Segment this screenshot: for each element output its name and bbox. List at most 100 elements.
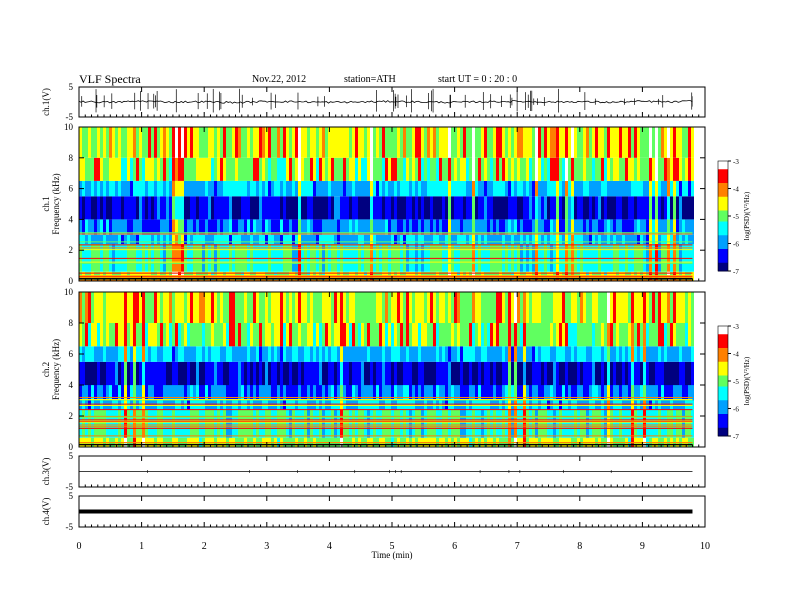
spectrogram-cell <box>499 127 502 158</box>
spectrogram-cell <box>466 157 469 181</box>
spectrogram-cell <box>325 323 328 347</box>
spectrogram-cell <box>454 157 457 181</box>
spectrogram-cell <box>640 346 643 362</box>
spectrogram-cell <box>628 346 631 362</box>
spectrogram-cell <box>478 292 481 323</box>
x-tick-label: 10 <box>700 541 710 552</box>
spectrogram-cell <box>340 323 343 347</box>
spectrogram-cell <box>175 361 178 386</box>
spectrogram-cell <box>226 244 229 272</box>
y-tick-label: -5 <box>66 522 74 532</box>
spectrogram-cell <box>604 292 607 323</box>
spectrogram-cell <box>475 409 478 438</box>
spectrogram-cell <box>448 196 451 220</box>
spectrogram-cell <box>637 180 640 197</box>
spectrogram-cell <box>190 385 193 401</box>
spectrogram-cell <box>163 385 166 401</box>
spectrogram-cell <box>184 180 187 197</box>
spectrogram-cell <box>139 219 142 235</box>
spectrogram-cell <box>487 157 490 181</box>
spectrogram-cell <box>538 346 541 362</box>
spectrogram-cell <box>472 196 475 220</box>
spectrogram-cell <box>631 244 634 272</box>
spectrogram-cell <box>409 292 412 323</box>
spectrogram-cell <box>127 409 130 438</box>
spectrogram-cell <box>391 346 394 362</box>
spectrogram-cell <box>118 346 121 362</box>
spectrogram-cell <box>658 361 661 386</box>
spectrogram-cell <box>376 292 379 323</box>
spectrogram-cell <box>484 323 487 347</box>
spectrogram-cell <box>100 385 103 401</box>
spectrogram-cell <box>646 196 649 220</box>
spectrogram-cell <box>400 219 403 235</box>
spectrogram-cell <box>448 361 451 386</box>
spectrogram-cell <box>436 196 439 220</box>
spectrogram-cell <box>433 180 436 197</box>
spectrogram-cell <box>190 234 193 244</box>
spectrogram-cell <box>358 244 361 272</box>
spectrogram-cell <box>343 244 346 272</box>
spectrogram-cell <box>403 157 406 181</box>
spectrogram-cell <box>415 244 418 272</box>
spectrogram-cell <box>652 409 655 438</box>
spectrogram-cell <box>124 346 127 362</box>
spectrogram-cell <box>217 157 220 181</box>
colorbar-segment <box>718 216 728 220</box>
spectrogram-cell <box>493 180 496 197</box>
spectrogram-cell <box>415 234 418 244</box>
spectrogram-cell <box>631 180 634 197</box>
spectrogram-cell <box>226 346 229 362</box>
spectrogram-cell <box>253 157 256 181</box>
spectrogram-cell <box>490 127 493 158</box>
spectrogram-cell <box>181 292 184 323</box>
spectrogram-cell <box>667 180 670 197</box>
spectrogram-cell <box>322 180 325 197</box>
spectrogram-cell <box>496 323 499 347</box>
spectrogram-cell <box>448 157 451 181</box>
spectrogram-cell <box>322 219 325 235</box>
spectrogram-cell <box>439 244 442 272</box>
spectrogram-cell <box>322 385 325 401</box>
spectrogram-cell <box>202 127 205 158</box>
spectrogram-cell <box>556 219 559 235</box>
spectrogram-cell <box>589 127 592 158</box>
spectrogram-cell <box>460 244 463 272</box>
spectrogram-cell <box>631 196 634 220</box>
spectrogram-cell <box>469 234 472 244</box>
spectrogram-cell <box>277 180 280 197</box>
spectrogram-cell <box>283 244 286 272</box>
spectrogram-cell <box>685 219 688 235</box>
spectrogram-cell <box>616 323 619 347</box>
spectrogram-cell <box>481 234 484 244</box>
spectrogram-cell <box>256 385 259 401</box>
spectrogram-cell <box>193 361 196 386</box>
spectrogram-cell <box>442 157 445 181</box>
spectrogram-cell <box>436 234 439 244</box>
spectrogram-cell <box>325 346 328 362</box>
spectrogram-cell <box>265 157 268 181</box>
spectrogram-cell <box>301 234 304 244</box>
spectrogram-cell <box>661 157 664 181</box>
spectrogram-cell <box>637 346 640 362</box>
spectrogram-cell <box>244 292 247 323</box>
spectrogram-cell <box>262 292 265 323</box>
spectrogram-cell <box>352 323 355 347</box>
spectrogram-cell <box>334 127 337 158</box>
spectrogram-cell <box>553 219 556 235</box>
spectrogram-cell <box>244 385 247 401</box>
spectrogram-cell <box>649 361 652 386</box>
spectrogram-cell <box>517 157 520 181</box>
spectrogram-cell <box>691 219 694 235</box>
spectrogram-cell <box>415 385 418 401</box>
spectrogram-cell <box>574 234 577 244</box>
spectrogram-cell <box>166 219 169 235</box>
spectrogram-cell <box>214 219 217 235</box>
spectrogram-cell <box>514 323 517 347</box>
spectrogram-cell <box>283 361 286 386</box>
spectrogram-cell <box>544 196 547 220</box>
spectrogram-cell <box>352 292 355 323</box>
spectrogram-cell <box>544 219 547 235</box>
spectrogram-cell <box>415 157 418 181</box>
spectrogram-cell <box>400 196 403 220</box>
